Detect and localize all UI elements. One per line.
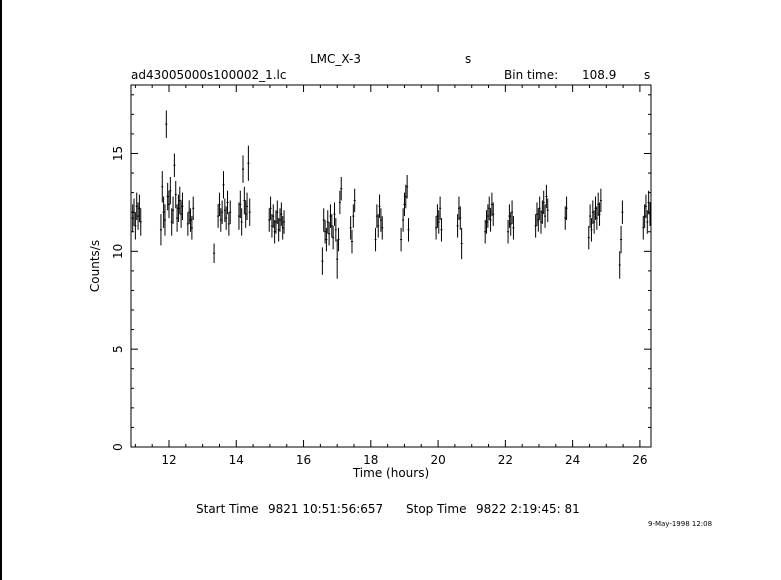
bin-time-unit: s — [644, 68, 651, 82]
y-tick-label: 5 — [111, 345, 125, 353]
x-tick-label: 12 — [161, 453, 176, 467]
x-tick-label: 18 — [363, 453, 378, 467]
y-tick-label: 15 — [111, 146, 125, 161]
x-tick-label: 14 — [229, 453, 244, 467]
y-axis-label: Counts/s — [88, 240, 102, 292]
plot-frame — [130, 84, 652, 448]
object-flag: s — [465, 52, 472, 66]
window-border — [0, 0, 2, 580]
plot-datestamp: 9-May-1998 12:08 — [648, 520, 713, 528]
bin-time-label: Bin time: — [504, 68, 559, 82]
y-tick-label: 10 — [111, 244, 125, 259]
stop-time-label: Stop Time — [406, 502, 467, 516]
x-tick-label: 22 — [498, 453, 513, 467]
start-time-label: Start Time — [196, 502, 259, 516]
file-name: ad43005000s100002_1.lc — [131, 68, 287, 82]
data-points — [131, 110, 651, 279]
axis-ticks: 12 14 16 18 20 22 24 26 0 5 10 15 — [111, 85, 651, 467]
bin-time-value: 108.9 — [582, 68, 617, 82]
x-tick-label: 20 — [430, 453, 445, 467]
x-tick-label: 26 — [632, 453, 647, 467]
y-tick-label: 0 — [111, 443, 125, 451]
object-name: LMC_X-3 — [310, 52, 362, 66]
start-time-value: 9821 10:51:56:657 — [268, 502, 384, 516]
x-axis-label: Time (hours) — [352, 466, 429, 480]
x-tick-label: 16 — [296, 453, 311, 467]
stop-time-value: 9822 2:19:45: 81 — [476, 502, 580, 516]
x-tick-label: 24 — [565, 453, 580, 467]
